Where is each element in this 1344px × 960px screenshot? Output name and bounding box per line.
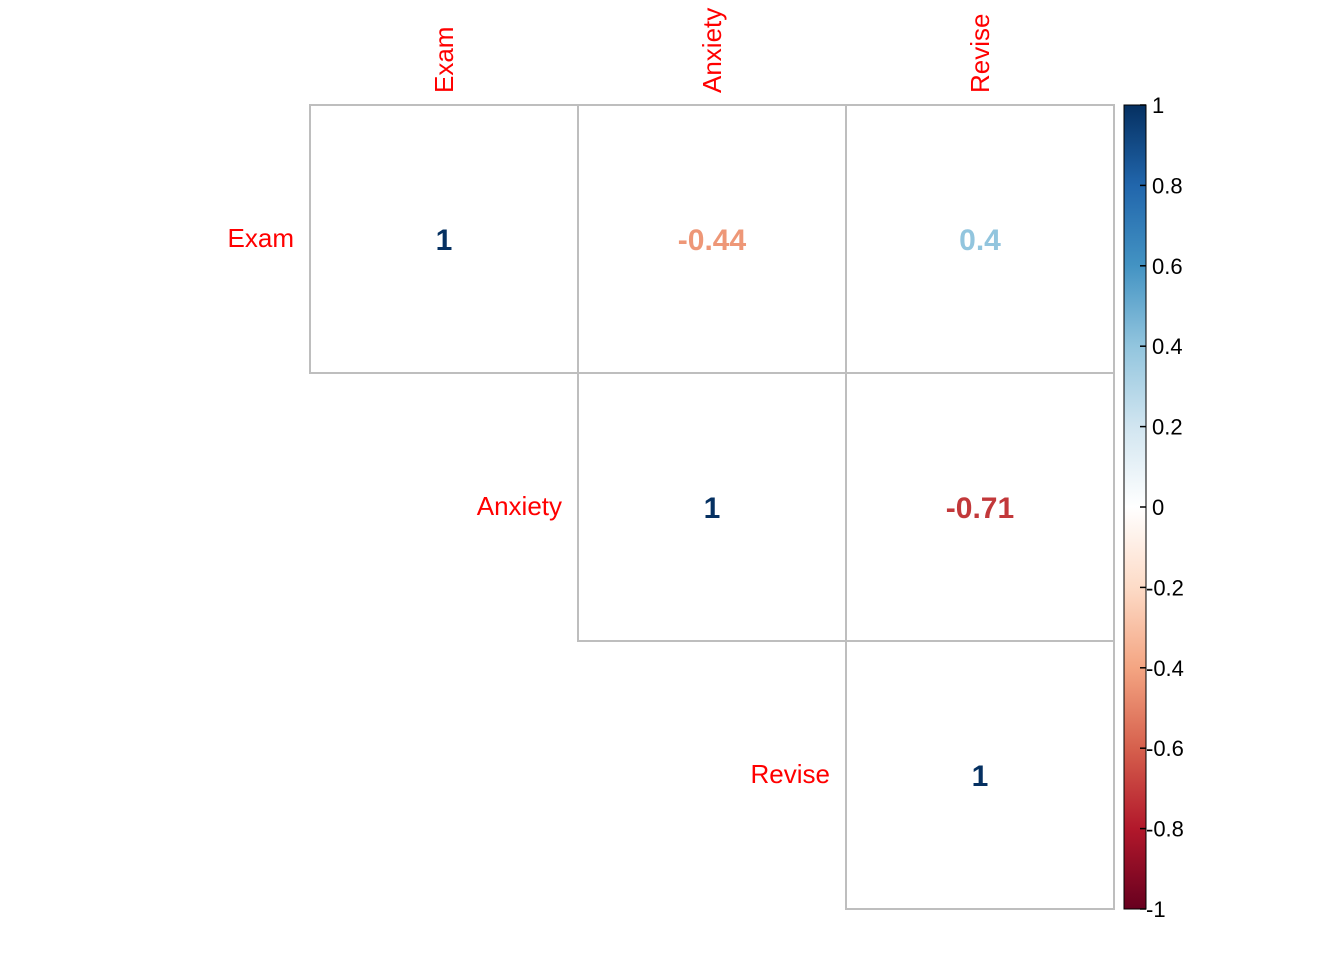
column-labels: Exam Anxiety Revise bbox=[429, 8, 995, 93]
cell-value-exam-revise: 0.4 bbox=[959, 224, 1001, 257]
colorbar-tick-label: -0.4 bbox=[1146, 656, 1184, 681]
cell-exam-revise bbox=[845, 104, 1115, 374]
cell-value-exam-anxiety: -0.44 bbox=[678, 224, 747, 257]
colorbar: 1 0.8 0.6 0.4 0.2 0 -0.2 -0.4 -0.6 -0.8 -1 bbox=[1123, 93, 1184, 922]
colorbar-tick-label: -0.2 bbox=[1146, 575, 1184, 600]
cell-value-anxiety-revise: -0.71 bbox=[946, 492, 1014, 525]
cell-value-exam-exam: 1 bbox=[436, 224, 453, 257]
cell-exam-anxiety bbox=[577, 104, 847, 374]
colorbar-tick-label: 0.6 bbox=[1152, 254, 1183, 279]
colorbar-tick-label: -0.6 bbox=[1146, 736, 1184, 761]
colorbar-tick-label: 0.2 bbox=[1152, 415, 1183, 440]
column-label-revise: Revise bbox=[965, 14, 995, 93]
row-label-exam: Exam bbox=[228, 223, 294, 253]
column-label-exam: Exam bbox=[429, 27, 459, 93]
colorbar-tick-label: 0.4 bbox=[1152, 334, 1183, 359]
column-label-anxiety: Anxiety bbox=[697, 8, 727, 93]
colorbar-tick-label: 0.8 bbox=[1152, 173, 1183, 198]
cell-revise-revise bbox=[845, 640, 1115, 910]
cell-value-revise-revise: 1 bbox=[972, 760, 989, 793]
colorbar-tick-label: 0 bbox=[1152, 495, 1164, 520]
colorbar-tick-label: 1 bbox=[1152, 93, 1164, 118]
cell-value-anxiety-anxiety: 1 bbox=[704, 492, 721, 525]
cell-exam-exam bbox=[309, 104, 579, 374]
correlation-cells: 1 -0.44 0.4 1 -0.71 1 bbox=[309, 104, 1115, 910]
row-labels: Exam Anxiety Revise bbox=[228, 223, 830, 789]
cell-anxiety-anxiety bbox=[577, 372, 847, 642]
colorbar-tick-label: -1 bbox=[1146, 897, 1166, 922]
colorbar-tick-label: -0.8 bbox=[1146, 817, 1184, 842]
cell-anxiety-revise bbox=[845, 372, 1115, 642]
row-label-anxiety: Anxiety bbox=[477, 491, 562, 521]
row-label-revise: Revise bbox=[751, 759, 830, 789]
